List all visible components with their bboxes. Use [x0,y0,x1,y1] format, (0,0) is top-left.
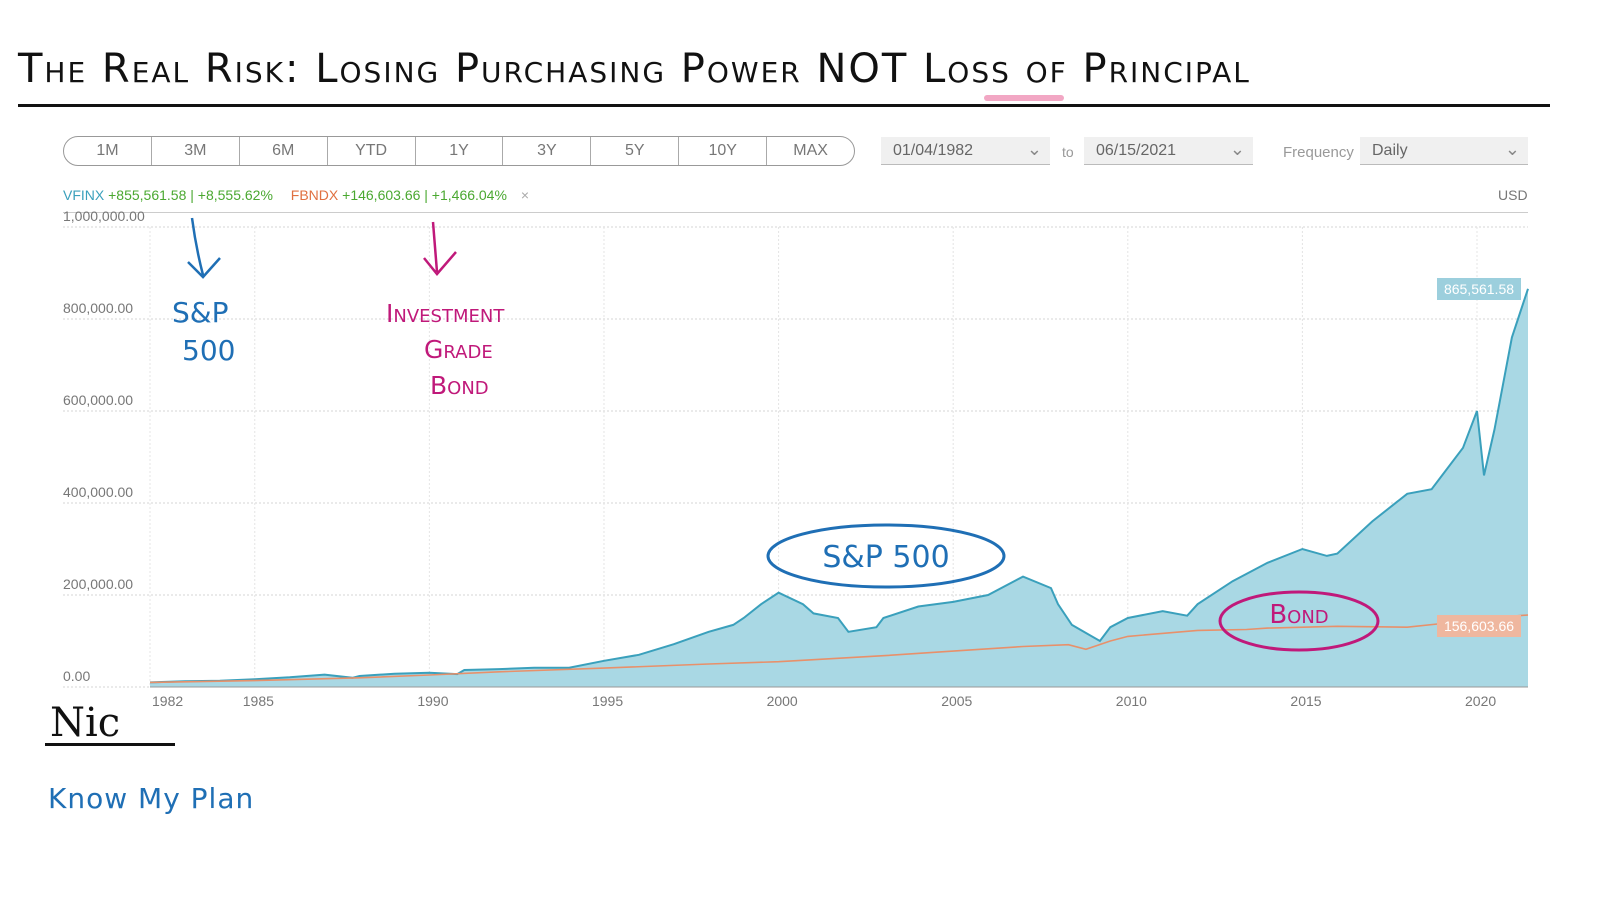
range-button-ytd[interactable]: YTD [328,137,416,165]
legend-fbndx-name[interactable]: FBNDX [290,187,339,203]
start-date-select[interactable]: 01/04/1982 ⌄ [881,137,1050,165]
range-button-5y[interactable]: 5Y [591,137,680,165]
end-date-value: 06/15/2021 [1096,141,1177,159]
frequency-label: Frequency [1283,144,1354,161]
title-divider [18,104,1550,107]
bond-arrow-icon [423,221,457,276]
vfinx-end-label-bg [1437,278,1521,300]
range-button-3m[interactable]: 3M [152,137,240,165]
bond-circle-annotation [1218,590,1380,652]
x-tick-label: 2020 [1465,693,1496,709]
x-tick-label: 1985 [243,693,274,709]
x-tick-label: 1990 [417,693,448,709]
x-tick-label: 1995 [592,693,623,709]
y-tick-label: 800,000.00 [63,300,133,316]
range-button-3y[interactable]: 3Y [503,137,592,165]
legend-fbndx-change: +146,603.66 | +1,466.04% [342,187,507,203]
vfinx-line [149,288,1529,684]
vfinx-end-label: 865,561.58 [1444,281,1514,297]
sp500-circle-annotation [766,523,1006,589]
sp500-arrow-label-2: 500 [182,334,235,367]
sp500-arrow-icon [187,217,221,279]
x-tick-label: 2005 [941,693,972,709]
fbndx-end-label-bg [1437,615,1521,637]
fbndx-line [149,614,1529,684]
frequency-value: Daily [1372,141,1408,159]
date-range-to-label: to [1062,144,1074,160]
currency-label: USD [1498,187,1528,203]
fbndx-end-label: 156,603.66 [1444,618,1514,634]
frequency-select[interactable]: Daily ⌄ [1360,137,1528,165]
chevron-down-icon: ⌄ [1504,139,1520,159]
y-tick-label: 600,000.00 [63,392,133,408]
range-button-10y[interactable]: 10Y [679,137,768,165]
y-tick-label: 0.00 [63,668,90,684]
sp500-arrow-label-1: S&P [172,296,229,329]
y-tick-label: 1,000,000.00 [63,208,145,224]
range-button-6m[interactable]: 6M [240,137,328,165]
range-button-max[interactable]: MAX [793,142,828,159]
x-tick-label: 2015 [1290,693,1321,709]
brand-name: Know My Plan [48,782,255,815]
vfinx-area [150,288,1528,687]
end-date-select[interactable]: 06/15/2021 ⌄ [1084,137,1253,165]
tick-layer: 0.00 200,000.00 400,000.00 600,000.00 800,00… [63,208,1496,709]
remove-comparison-icon[interactable]: × [520,187,529,203]
legend-divider [63,212,1528,213]
chart-legend: VFINX +855,561.58 | +8,555.62% FBNDX +14… [63,187,529,203]
chevron-down-icon: ⌄ [1229,139,1245,159]
y-tick-label: 400,000.00 [63,484,133,500]
not-highlight [984,95,1064,101]
time-range-selector: 1M 3M 6M YTD 1Y 3Y 5Y 10Y MAX [63,136,855,166]
page-title: The Real Risk: Losing Purchasing Power N… [18,46,1251,92]
bond-circle-label: Bond [1269,600,1328,630]
x-tick-label: 2000 [767,693,798,709]
range-button-1m[interactable]: 1M [64,137,152,165]
x-tick-label: 2010 [1116,693,1147,709]
x-tick-label: 1982 [152,693,183,709]
range-button-1y[interactable]: 1Y [416,137,504,165]
author-signature: Nic [50,700,121,746]
bond-arrow-label-3: Bond [430,371,489,400]
start-date-value: 01/04/1982 [893,141,974,159]
author-underline [45,743,175,746]
bond-arrow-label-2: Grade [424,335,493,364]
bond-arrow-label-1: Investment [386,299,505,328]
legend-vfinx-name[interactable]: VFINX [63,187,105,203]
legend-vfinx-change: +855,561.58 | +8,555.62% [108,187,273,203]
chevron-down-icon: ⌄ [1026,139,1042,159]
sp500-circle-label: S&P 500 [822,540,949,575]
y-tick-label: 200,000.00 [63,576,133,592]
